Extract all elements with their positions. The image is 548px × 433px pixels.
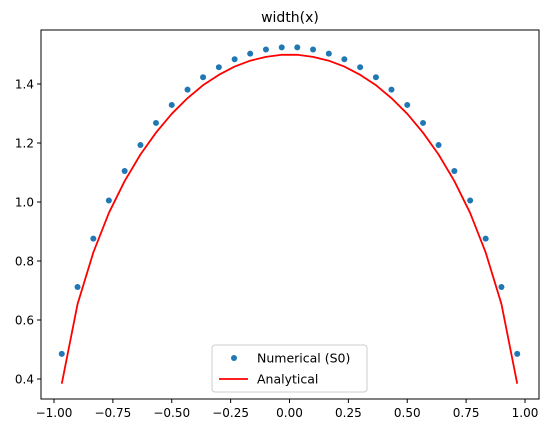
data-point-numerical <box>482 235 489 242</box>
legend: Numerical (S0) Analytical <box>211 344 368 393</box>
data-point-numerical <box>310 46 317 53</box>
data-point-numerical <box>168 101 175 108</box>
legend-box <box>211 344 368 393</box>
data-point-numerical <box>372 74 379 81</box>
data-point-numerical <box>325 50 332 57</box>
data-point-numerical <box>137 142 144 149</box>
x-tick-label: 0.25 <box>335 406 362 420</box>
x-tick-label: −0.75 <box>94 406 131 420</box>
data-point-numerical <box>435 142 442 149</box>
data-point-numerical <box>90 235 97 242</box>
series-line-analytical <box>60 53 519 384</box>
data-point-numerical <box>262 46 269 53</box>
x-axis: −1.00 −0.75 −0.50 −0.25 0.00 0.25 0.50 0.75 1.00 <box>36 399 539 420</box>
x-tick-label: −1.00 <box>36 406 73 420</box>
x-tick-label: −0.25 <box>212 406 249 420</box>
y-tick-label: 0.8 <box>15 254 34 268</box>
y-tick-label: 1.2 <box>15 136 34 150</box>
legend-label-numerical: Numerical (S0) <box>257 351 350 366</box>
x-tick-label: −0.50 <box>153 406 190 420</box>
data-point-numerical <box>357 64 364 71</box>
y-axis: 0.4 0.6 0.8 1.0 1.2 1.4 <box>15 77 41 386</box>
data-point-numerical <box>420 119 427 126</box>
data-point-numerical <box>498 283 505 290</box>
data-point-numerical <box>451 168 458 175</box>
x-tick-label: 0.00 <box>276 406 303 420</box>
legend-label-analytical: Analytical <box>257 372 318 387</box>
data-point-numerical <box>278 44 285 51</box>
series-layer <box>58 44 521 384</box>
y-tick-label: 0.4 <box>15 372 34 386</box>
data-point-numerical <box>200 74 207 81</box>
data-point-numerical <box>152 119 159 126</box>
x-tick-label: 1.00 <box>512 406 539 420</box>
data-point-numerical <box>58 350 65 357</box>
data-point-numerical <box>247 50 254 57</box>
data-point-numerical <box>184 86 191 93</box>
data-point-numerical <box>388 86 395 93</box>
y-tick-label: 1.4 <box>15 77 34 91</box>
x-tick-label: 0.50 <box>394 406 421 420</box>
data-point-numerical <box>231 56 238 63</box>
y-tick-label: 1.0 <box>15 195 34 209</box>
data-point-numerical <box>514 350 521 357</box>
data-point-numerical <box>74 283 81 290</box>
y-tick-label: 0.6 <box>15 313 34 327</box>
chart-title: width(x) <box>261 10 319 26</box>
data-point-numerical <box>294 44 301 51</box>
data-point-numerical <box>215 64 222 71</box>
x-tick-label: 0.75 <box>453 406 480 420</box>
axes-frame <box>40 29 540 400</box>
data-point-numerical <box>341 56 348 63</box>
data-point-numerical <box>121 168 128 175</box>
data-point-numerical <box>467 197 474 204</box>
data-point-numerical <box>105 197 112 204</box>
legend-marker-numerical <box>231 355 237 361</box>
data-point-numerical <box>404 101 411 108</box>
